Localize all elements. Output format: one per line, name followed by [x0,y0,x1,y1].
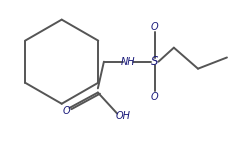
Text: O: O [63,106,70,116]
Text: OH: OH [116,111,131,121]
Text: O: O [151,22,158,32]
Text: NH: NH [121,57,135,67]
Text: O: O [151,92,158,102]
Text: S: S [151,55,158,68]
